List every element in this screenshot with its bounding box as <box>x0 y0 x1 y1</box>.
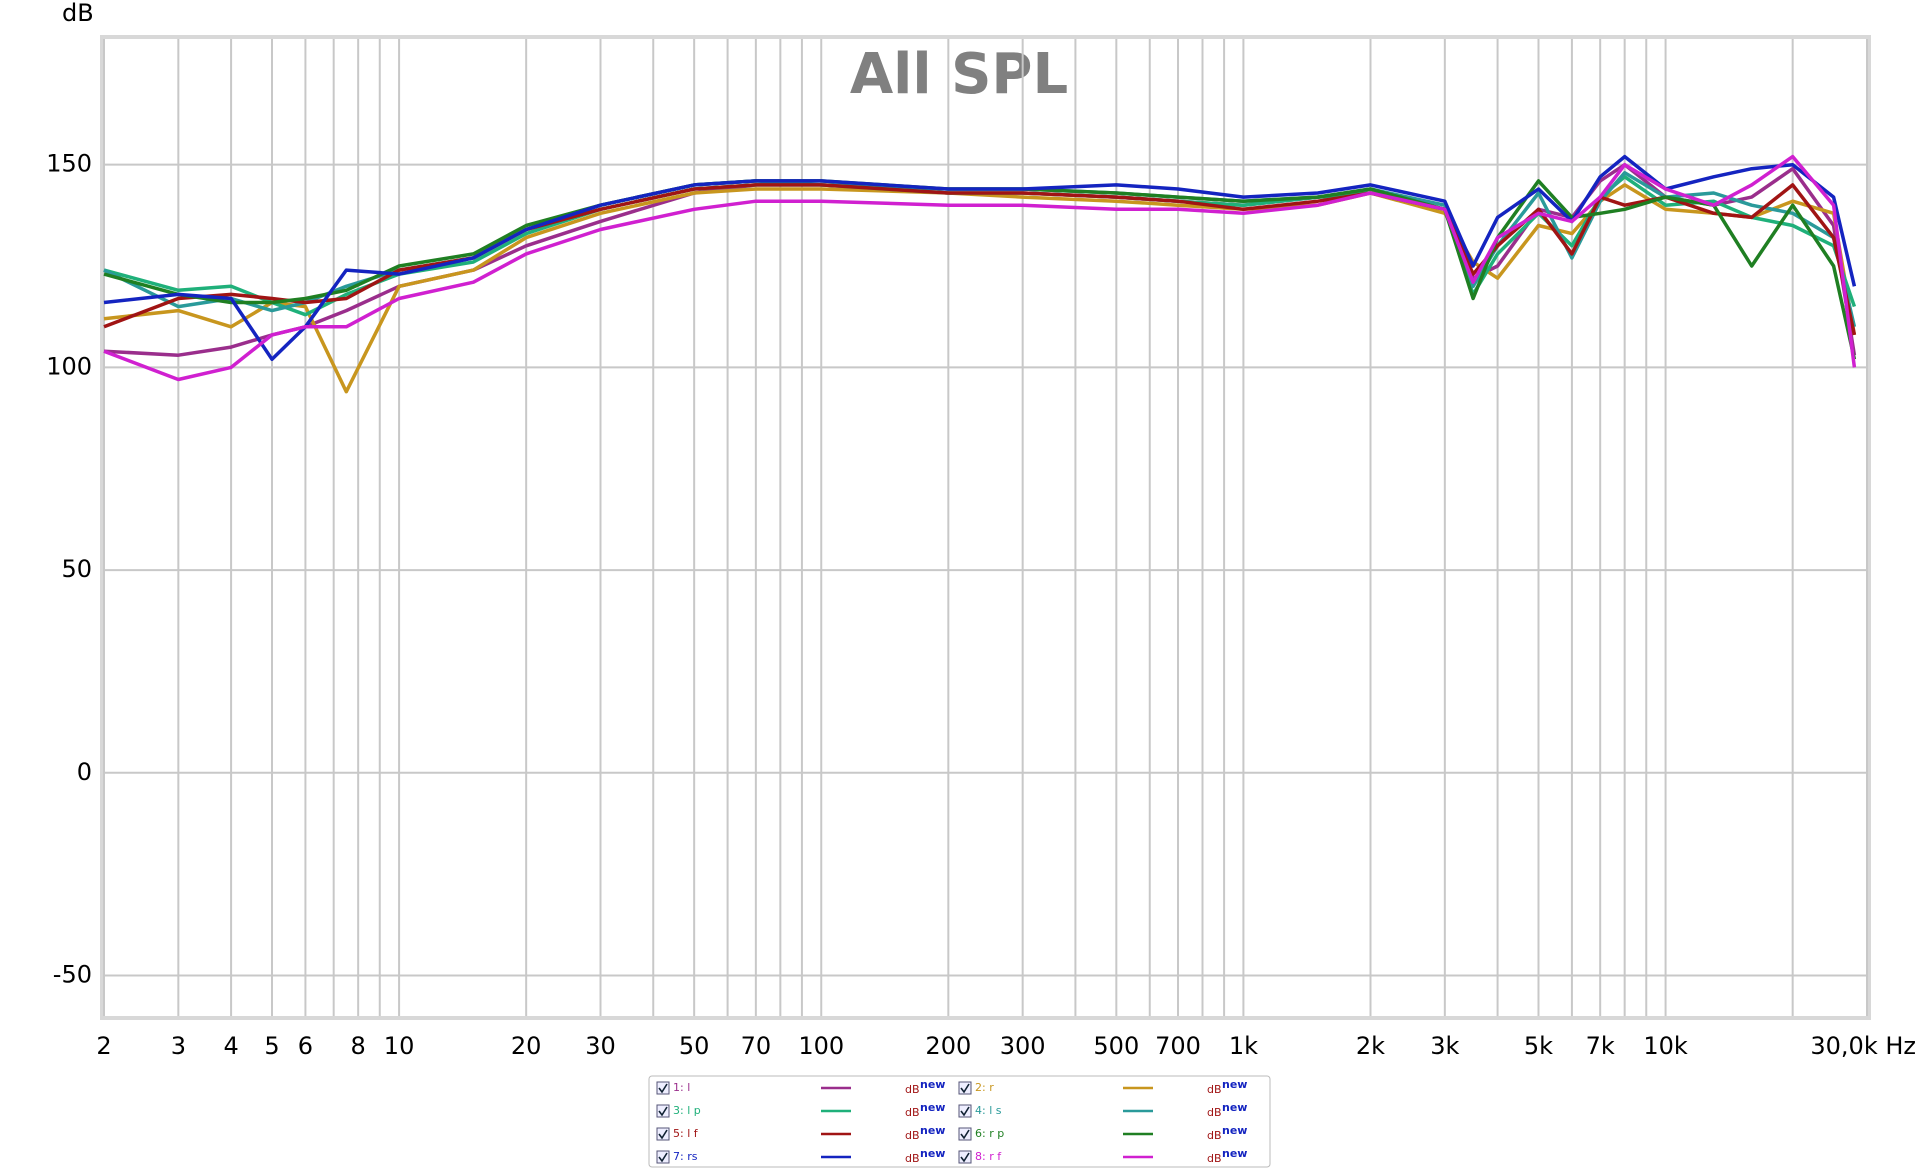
legend-checkbox[interactable] <box>656 1127 670 1141</box>
legend-status: new <box>920 1078 945 1091</box>
x-tick-label: 5k <box>1524 1032 1553 1060</box>
legend-check <box>960 1152 970 1163</box>
legend-check <box>658 1106 668 1117</box>
legend-label: 3: l p <box>673 1104 701 1117</box>
y-tick-label: 50 <box>61 555 92 583</box>
legend-checkbox[interactable] <box>958 1150 972 1164</box>
legend-status: new <box>920 1147 945 1160</box>
x-tick-label: 5 <box>264 1032 279 1060</box>
legend-box <box>648 1075 1271 1168</box>
series-line <box>103 154 1857 382</box>
legend-status: new <box>920 1124 945 1137</box>
legend-unit: dB <box>1207 1152 1222 1165</box>
y-axis-label: dB <box>62 0 94 27</box>
chart-title: All SPL <box>850 42 1068 107</box>
legend-check <box>658 1152 668 1163</box>
legend-unit: dB <box>905 1083 920 1096</box>
legend-unit: dB <box>1207 1083 1222 1096</box>
legend-check <box>658 1129 668 1140</box>
x-tick-label: 30,0k Hz <box>1810 1032 1916 1060</box>
x-tick-label: 10 <box>384 1032 415 1060</box>
legend-checkbox[interactable] <box>656 1150 670 1164</box>
legend-label: 4: l s <box>975 1104 1002 1117</box>
legend-label: 6: r p <box>975 1127 1004 1140</box>
grid <box>103 39 1868 1016</box>
x-tick-label: 2 <box>96 1032 111 1060</box>
legend-status: new <box>1222 1101 1247 1114</box>
x-tick-label: 700 <box>1155 1032 1201 1060</box>
legend-checkbox[interactable] <box>656 1081 670 1095</box>
x-tick-label: 1k <box>1229 1032 1258 1060</box>
legend-check <box>658 1083 668 1094</box>
legend-check <box>960 1083 970 1094</box>
series-line <box>103 154 1857 362</box>
legend-unit: dB <box>1207 1129 1222 1142</box>
legend-label: 8: r f <box>975 1150 1002 1163</box>
x-tick-label: 3 <box>171 1032 186 1060</box>
legend-label: 7: rs <box>673 1150 698 1163</box>
legend-check <box>960 1129 970 1140</box>
x-tick-label: 50 <box>679 1032 710 1060</box>
legend-label: 5: l f <box>673 1127 699 1140</box>
x-tick-label: 500 <box>1093 1032 1139 1060</box>
x-tick-label: 10k <box>1643 1032 1688 1060</box>
legend-checkbox[interactable] <box>958 1104 972 1118</box>
x-tick-label: 8 <box>351 1032 366 1060</box>
legend-unit: dB <box>1207 1106 1222 1119</box>
plot-area <box>104 39 1867 1016</box>
y-tick-label: 0 <box>77 758 92 786</box>
x-tick-label: 2k <box>1356 1032 1385 1060</box>
legend-checkbox[interactable] <box>958 1127 972 1141</box>
legend-unit: dB <box>905 1106 920 1119</box>
legend-unit: dB <box>905 1129 920 1142</box>
x-tick-label: 7k <box>1586 1032 1615 1060</box>
legend-checkbox[interactable] <box>958 1081 972 1095</box>
x-tick-label: 6 <box>298 1032 313 1060</box>
legend-checkbox[interactable] <box>656 1104 670 1118</box>
legend-status: new <box>1222 1078 1247 1091</box>
legend-check <box>960 1106 970 1117</box>
x-tick-label: 30 <box>585 1032 616 1060</box>
series-line <box>103 179 1857 360</box>
legend-label: 2: r <box>975 1081 994 1094</box>
legend-label: 1: l <box>673 1081 690 1094</box>
x-tick-label: 100 <box>798 1032 844 1060</box>
x-tick-label: 20 <box>511 1032 542 1060</box>
legend-unit: dB <box>905 1152 920 1165</box>
y-tick-label: 100 <box>46 352 92 380</box>
x-tick-label: 200 <box>925 1032 971 1060</box>
x-tick-label: 4 <box>223 1032 238 1060</box>
x-tick-label: 3k <box>1430 1032 1459 1060</box>
x-tick-label: 70 <box>741 1032 772 1060</box>
legend-status: new <box>1222 1147 1247 1160</box>
y-tick-label: 150 <box>46 150 92 178</box>
legend-status: new <box>1222 1124 1247 1137</box>
y-tick-label: -50 <box>53 960 92 988</box>
legend-status: new <box>920 1101 945 1114</box>
x-tick-label: 300 <box>1000 1032 1046 1060</box>
